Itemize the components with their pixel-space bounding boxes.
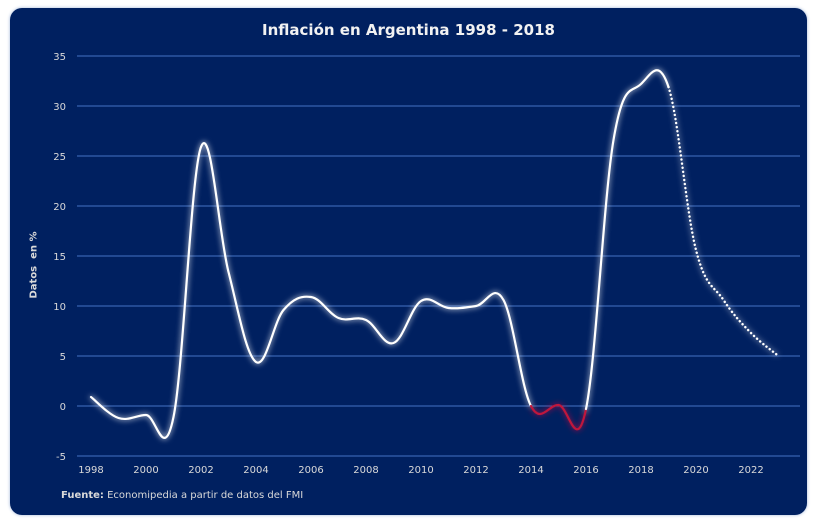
chart-title: Inflación en Argentina 1998 - 2018 (262, 21, 555, 39)
x-tick-label: 2010 (408, 465, 433, 476)
y-tick-label: -5 (56, 452, 66, 463)
series-line-solid (529, 403, 588, 431)
x-tick-label: 2012 (463, 465, 488, 476)
source-text: Economipedia a partir de datos del FMI (103, 490, 304, 501)
source-label: Fuente: (61, 490, 104, 501)
x-tick-label: 2002 (188, 465, 213, 476)
y-tick-label: 10 (53, 302, 66, 313)
x-tick-label: 2020 (683, 465, 708, 476)
y-tick-label: 0 (60, 402, 66, 413)
y-tick-label: 30 (53, 102, 66, 113)
x-tick-label: 2018 (628, 465, 653, 476)
x-tick-label: 1998 (78, 465, 103, 476)
series-line-solid (584, 69, 670, 411)
y-tick-label: 35 (53, 52, 66, 63)
x-tick-label: 2008 (353, 465, 378, 476)
x-tick-label: 2016 (573, 465, 598, 476)
x-tick-label: 2022 (738, 465, 763, 476)
y-tick-label: 20 (53, 202, 66, 213)
series-line-dotted (667, 85, 780, 358)
source-note: Fuente: Economipedia a partir de datos d… (61, 490, 303, 501)
y-tick-label: 15 (53, 252, 66, 263)
y-tick-label: 25 (53, 152, 66, 163)
x-tick-label: 2004 (243, 465, 268, 476)
x-tick-label: 2000 (133, 465, 158, 476)
chart-panel (10, 8, 807, 515)
x-tick-label: 2006 (298, 465, 323, 476)
x-tick-label: 2014 (518, 465, 543, 476)
y-tick-label: 5 (60, 352, 66, 363)
series-line-solid (89, 142, 533, 439)
